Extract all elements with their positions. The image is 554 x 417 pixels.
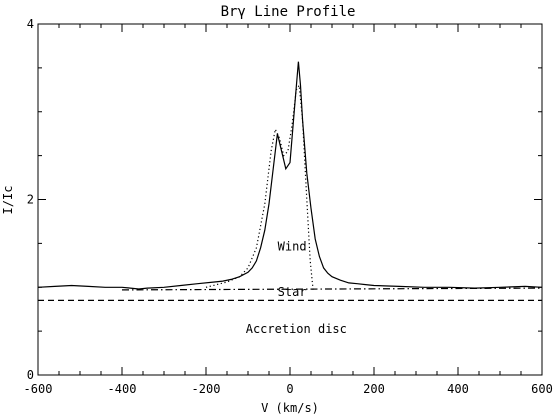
annotation-label: Wind	[278, 239, 307, 253]
x-tick-label: 200	[363, 382, 385, 396]
x-tick-label: 0	[286, 382, 293, 396]
y-axis-label: I/Ic	[1, 186, 15, 215]
series-line-dotted	[205, 83, 314, 290]
y-tick-label: 2	[27, 193, 34, 207]
chart-title: Brγ Line Profile	[221, 4, 356, 20]
annotation-label: Star	[278, 285, 307, 299]
x-axis: -600 -400 -200 0 200 400 600	[24, 24, 553, 396]
x-tick-label: -600	[24, 382, 53, 396]
y-tick-label: 4	[27, 17, 34, 31]
annotations: Wind Star Accretion disc	[246, 239, 347, 335]
x-axis-label: V (km/s)	[261, 401, 319, 415]
x-tick-label: -200	[192, 382, 221, 396]
x-tick-label: 600	[531, 382, 553, 396]
x-tick-label: -400	[108, 382, 137, 396]
plot-area	[37, 61, 543, 301]
annotation-label: Accretion disc	[246, 322, 347, 336]
y-tick-label: 0	[27, 368, 34, 382]
x-tick-label: 400	[447, 382, 469, 396]
y-axis: 0 2 4	[27, 17, 542, 382]
series-line-solid	[37, 61, 543, 290]
series-line-dash-dot	[121, 287, 543, 291]
